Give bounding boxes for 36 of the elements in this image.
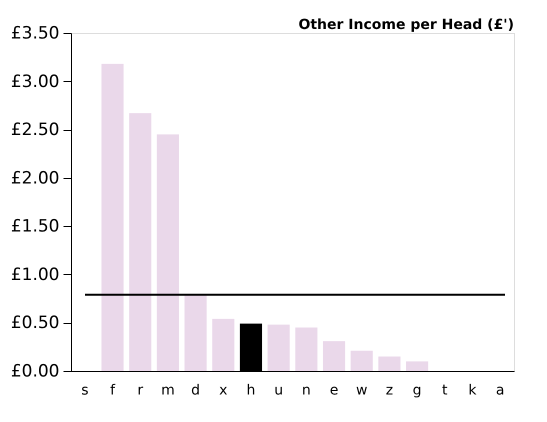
x-tick-label: u: [274, 382, 284, 398]
x-tick-label: d: [191, 382, 200, 398]
x-tick-label: x: [219, 382, 228, 398]
x-tick-label: a: [496, 382, 504, 398]
y-tick-label: £0.00: [10, 362, 60, 382]
bar: [322, 341, 346, 371]
y-tick-label: £1.50: [10, 216, 60, 237]
x-tick-label: w: [356, 382, 368, 398]
bar: [268, 324, 290, 371]
x-tick-label: h: [246, 382, 256, 398]
bar: [378, 356, 400, 371]
x-tick-label: e: [330, 382, 338, 398]
x-tick-label: k: [468, 382, 478, 398]
y-tick-label: £1.00: [10, 264, 60, 285]
x-tick-label: g: [412, 382, 422, 398]
bar: [156, 134, 179, 371]
x-tick-label: f: [110, 382, 116, 398]
chart-title: Other Income per Head (£'): [298, 17, 514, 33]
y-tick-label: £3.50: [10, 24, 60, 44]
x-tick-label: r: [137, 382, 144, 398]
x-tick-label: n: [302, 382, 311, 398]
bar: [184, 294, 207, 371]
bar: [295, 328, 318, 371]
bar: [350, 350, 373, 371]
bar: [129, 113, 152, 371]
x-tick-label: s: [81, 382, 88, 398]
y-tick-label: £0.50: [10, 313, 60, 334]
y-tick-label: £3.00: [10, 72, 60, 92]
y-tick-label: £2.50: [10, 120, 60, 140]
x-tick-label: z: [386, 382, 394, 398]
x-tick-label: t: [442, 382, 448, 398]
x-tick-label: m: [161, 382, 175, 398]
y-tick-label: £2.00: [10, 168, 60, 188]
bar: [101, 64, 124, 371]
bar: [212, 318, 234, 371]
bar: [406, 361, 428, 371]
